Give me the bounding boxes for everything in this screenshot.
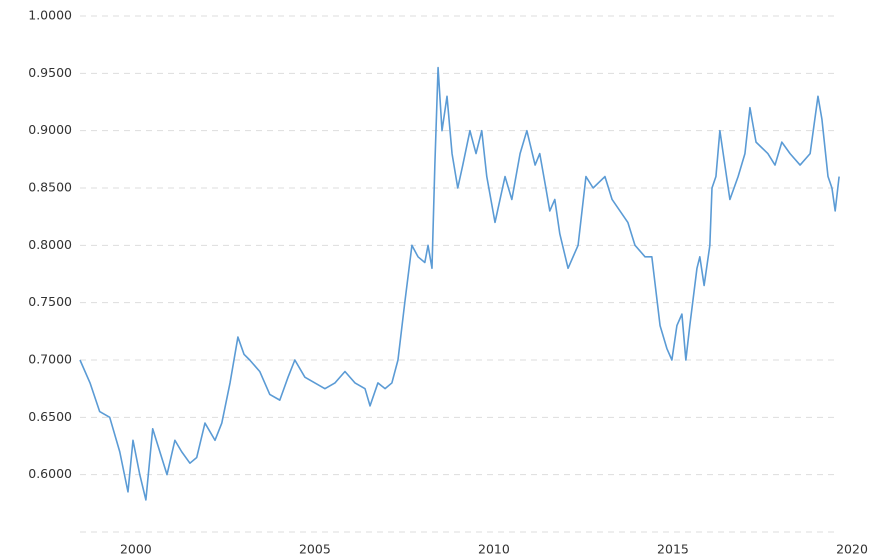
y-tick-label: 0.9500 [28,65,72,80]
y-tick-label: 0.9000 [28,122,72,137]
y-tick-label: 0.6500 [28,409,72,424]
x-tick-label: 2000 [120,542,152,557]
x-tick-label: 2005 [299,542,331,557]
x-tick-label: 2020 [836,542,868,557]
x-tick-label: 2015 [657,542,689,557]
y-tick-label: 0.8500 [28,180,72,195]
y-tick-label: 0.6000 [28,466,72,481]
y-tick-label: 0.7500 [28,294,72,309]
x-tick-label: 2010 [478,542,510,557]
y-tick-label: 0.7000 [28,352,72,367]
y-tick-label: 1.0000 [28,8,72,23]
y-tick-label: 0.8000 [28,237,72,252]
data-line [79,66,840,501]
